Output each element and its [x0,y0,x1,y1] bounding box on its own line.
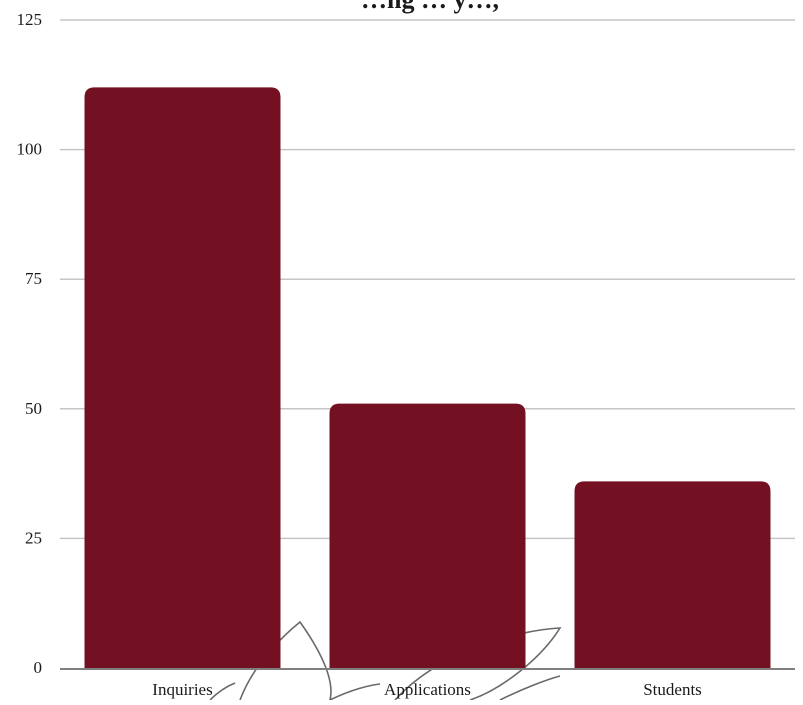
y-tick-label: 100 [17,140,43,159]
x-axis-ticks: Inquiries Applications Students [152,680,702,699]
bar-applications [329,403,526,668]
chart-title: …ng … y…, [361,0,499,14]
y-tick-label: 75 [25,269,42,288]
watermark-stroke-4 [499,675,561,701]
y-tick-label: 50 [25,399,42,418]
x-tick-label: Inquiries [152,680,212,699]
bar-inquiries [84,87,281,669]
bars [84,87,771,669]
watermark-stroke-2 [209,682,236,701]
x-tick-label: Students [643,680,702,699]
watermark-stroke-3 [329,683,381,701]
y-tick-label: 125 [17,10,43,29]
y-tick-label: 0 [34,658,43,677]
y-axis-ticks: 0 25 50 75 100 125 [17,10,43,677]
y-tick-label: 25 [25,528,42,547]
x-tick-label: Applications [384,680,471,699]
bar-students [574,481,771,668]
